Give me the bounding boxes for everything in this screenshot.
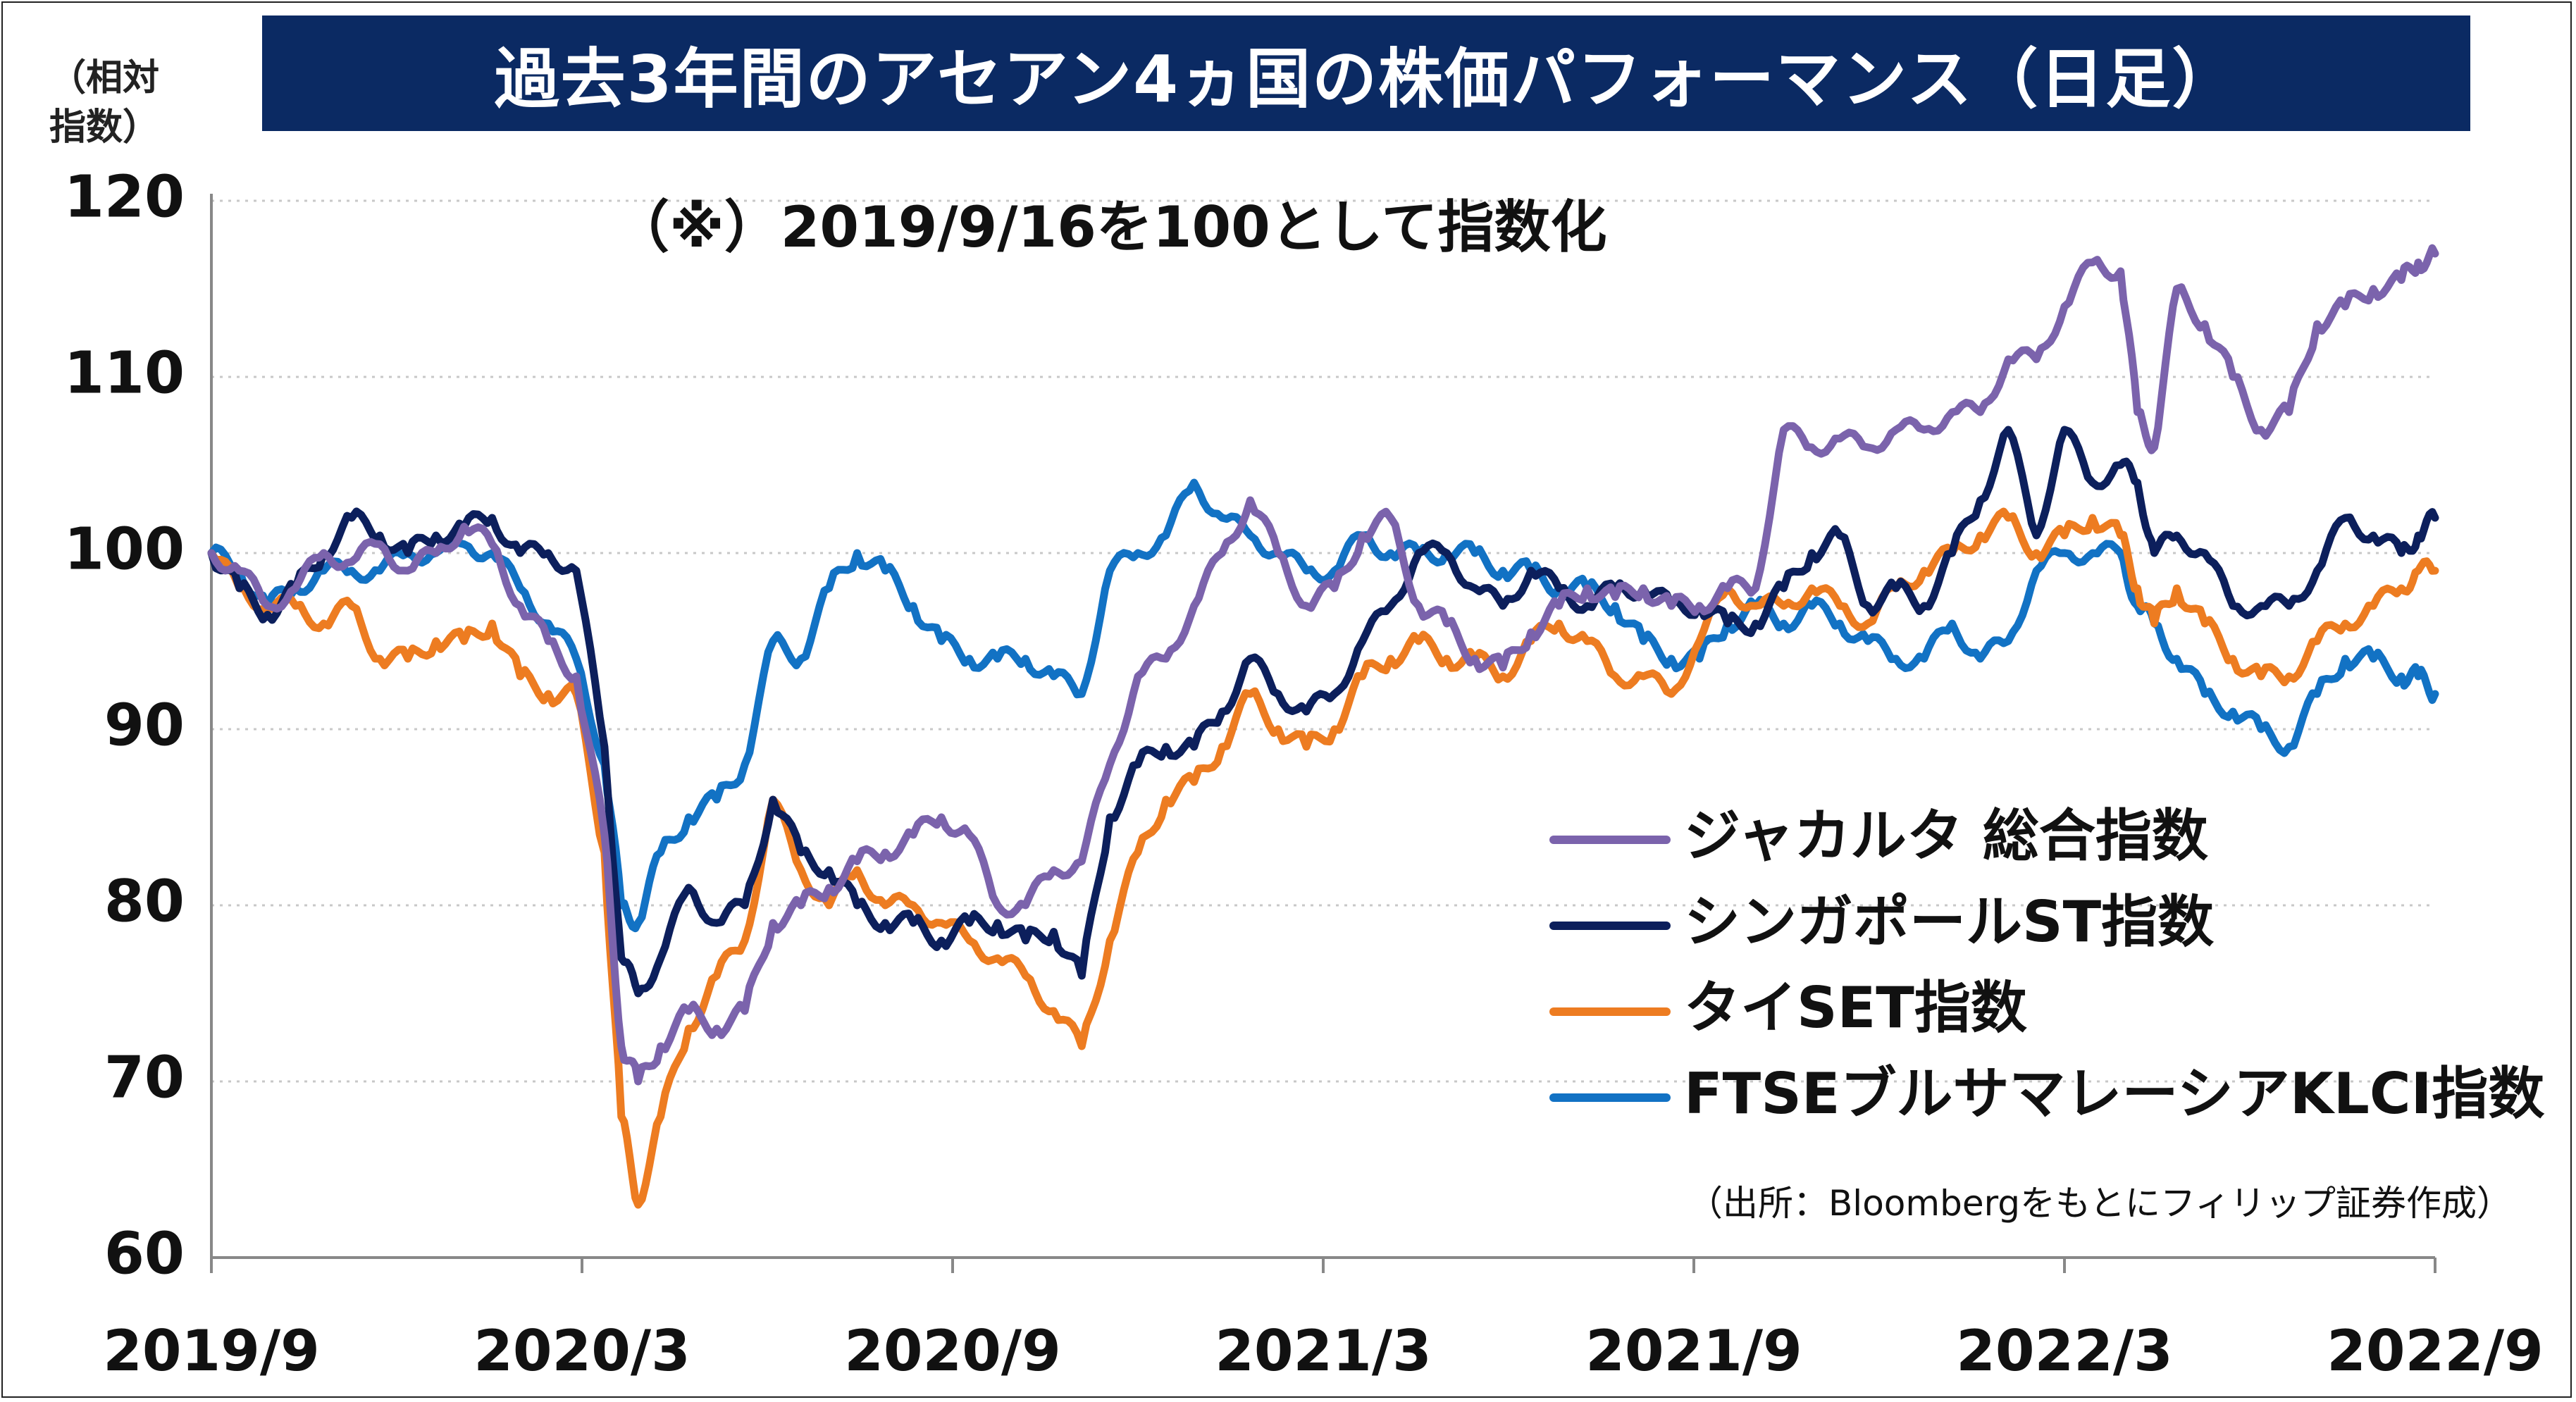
- x-tick-label-3: 2021/3: [1215, 1318, 1432, 1384]
- source-note: （出所：Bloombergをもとにフィリップ証券作成）: [1688, 1183, 2512, 1224]
- y-axis-label-line2: 指数）: [49, 106, 160, 149]
- y-axis-label: （相対 指数）: [49, 54, 190, 152]
- chart-title-text: 過去3年間のアセアン4ヵ国の株価パフォーマンス（日足）: [494, 41, 2238, 117]
- x-tick-label-5: 2022/3: [1956, 1318, 2173, 1384]
- series-lines: [207, 244, 2439, 1209]
- axes: [210, 194, 2436, 1273]
- y-tick-label-80: 80: [104, 868, 185, 935]
- chart-subtitle: （※）2019/9/16を100として指数化: [613, 194, 1606, 260]
- x-tick-label-4: 2021/9: [1585, 1318, 1802, 1384]
- x-tick-label-2: 2020/9: [844, 1318, 1061, 1384]
- y-axis-label-line1: （相対: [49, 57, 160, 99]
- x-tick-labels: 2019/9 2020/3 2020/9 2021/3 2021/9 2022/3 2022…: [103, 1318, 2544, 1384]
- series-line-2: [207, 507, 2439, 1209]
- y-tick-labels: 60 70 80 90 100 110 120: [64, 163, 185, 1287]
- legend-label-2: タイSET指数: [1684, 975, 2027, 1041]
- legend-label-0: ジャカルタ 総合指数: [1684, 803, 2208, 869]
- legend-label-1: シンガポールST指数: [1684, 889, 2214, 955]
- y-tick-label-100: 100: [64, 516, 185, 583]
- x-tick-label-6: 2022/9: [2327, 1318, 2544, 1384]
- x-tick-label-0: 2019/9: [103, 1318, 320, 1384]
- series-line-0: [207, 244, 2439, 1086]
- y-tick-label-90: 90: [104, 692, 185, 759]
- series-line-1: [207, 426, 2439, 998]
- x-tick-label-1: 2020/3: [473, 1318, 691, 1384]
- series-line-3: [207, 478, 2439, 933]
- chart-title: 過去3年間のアセアン4ヵ国の株価パフォーマンス（日足）: [262, 15, 2470, 131]
- y-tick-label-60: 60: [104, 1220, 185, 1287]
- y-tick-label-110: 110: [64, 340, 185, 407]
- y-tick-label-70: 70: [104, 1044, 185, 1111]
- legend-label-3: FTSEブルサマレーシアKLCI指数: [1684, 1061, 2544, 1127]
- y-tick-label-120: 120: [64, 163, 185, 230]
